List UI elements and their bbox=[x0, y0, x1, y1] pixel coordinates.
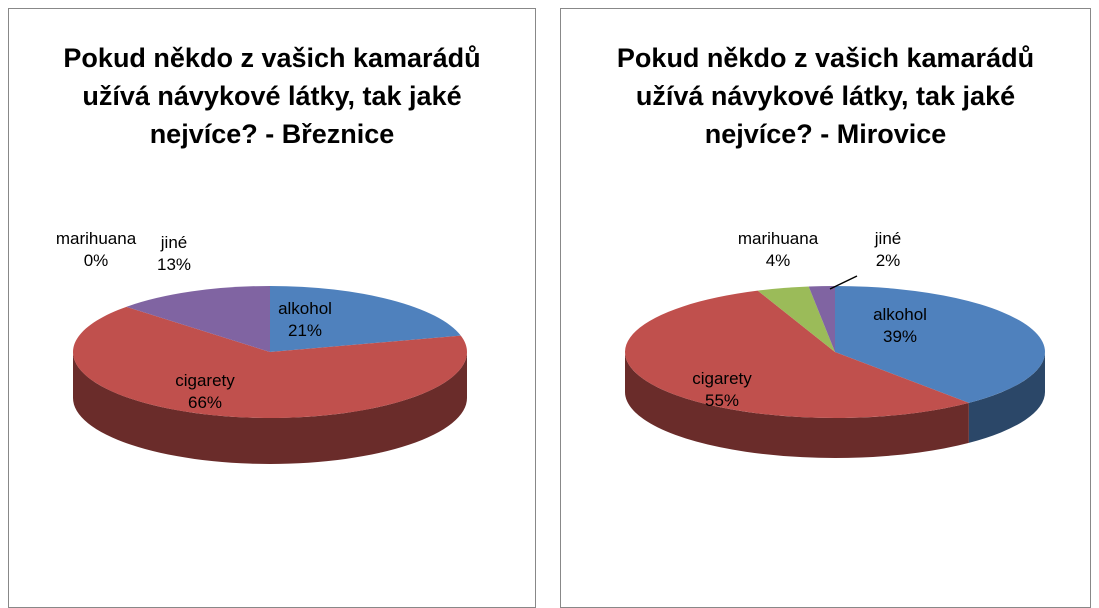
slice-label: jiné bbox=[874, 229, 901, 248]
slice-label: cigarety bbox=[175, 371, 235, 390]
pie-slice bbox=[126, 286, 270, 352]
slice-label: cigarety bbox=[692, 369, 752, 388]
leader-line bbox=[829, 275, 858, 290]
slice-value-label: 55% bbox=[705, 391, 739, 410]
pie-slice bbox=[625, 290, 969, 419]
chart-title: Pokud někdo z vašich kamarádů užívá návy… bbox=[616, 43, 1035, 149]
slice-value-label: 21% bbox=[288, 321, 322, 340]
pie-side bbox=[73, 352, 467, 464]
pie-side bbox=[968, 352, 1046, 443]
pie-side bbox=[625, 352, 969, 458]
slice-label: alkohol bbox=[873, 305, 927, 324]
slice-value-label: 66% bbox=[188, 393, 222, 412]
pie-slice bbox=[808, 286, 835, 352]
slice-value-label: 0% bbox=[84, 251, 109, 270]
slice-value-label: 4% bbox=[766, 251, 791, 270]
slice-value-label: 13% bbox=[157, 255, 191, 274]
slice-label: jiné bbox=[160, 233, 187, 252]
pie-slice bbox=[72, 306, 467, 418]
slice-value-label: 2% bbox=[876, 251, 901, 270]
pie-slice bbox=[270, 286, 461, 352]
pie-slice bbox=[835, 286, 1046, 403]
slice-label: marihuana bbox=[738, 229, 819, 248]
pie-slice bbox=[757, 286, 835, 352]
slice-label: marihuana bbox=[56, 229, 137, 248]
slice-label: alkohol bbox=[278, 299, 332, 318]
chart-title: Pokud někdo z vašich kamarádů užívá návy… bbox=[63, 43, 481, 149]
chart-panel: Pokud někdo z vašich kamarádů užívá návy… bbox=[8, 8, 536, 608]
slice-value-label: 39% bbox=[883, 327, 917, 346]
